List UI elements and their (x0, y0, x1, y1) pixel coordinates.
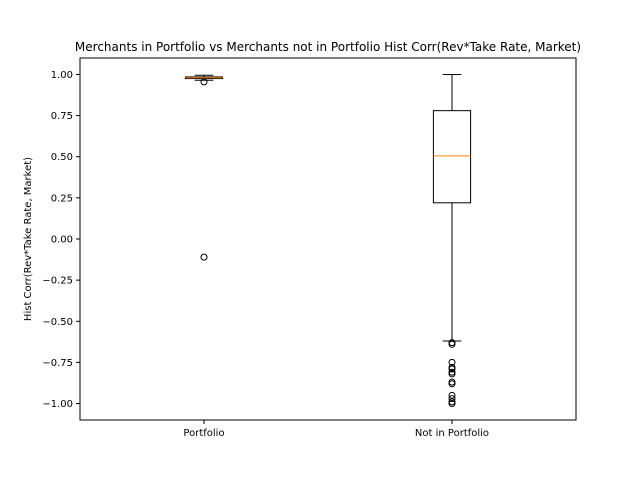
outlier-point (448, 400, 456, 408)
outlier-point (448, 380, 456, 388)
y-tick-label: 0.75 (51, 111, 73, 122)
y-tick-label: 0.00 (51, 235, 73, 246)
box-plot-portfolio (184, 74, 224, 261)
y-tick-label: 1.00 (51, 70, 73, 81)
y-tick-label: −0.50 (42, 317, 73, 328)
y-tick-label: 0.25 (51, 193, 73, 204)
plot-layer: −1.00 −0.75 −0.50 −0.25 0.00 0.25 0.50 0.75 1.00… (42, 70, 489, 439)
outlier-point (448, 395, 456, 403)
outlier-point (448, 340, 456, 348)
outlier-point (200, 253, 208, 261)
x-tick-label: Portfolio (183, 428, 224, 439)
y-axis-label: Hist Corr(Rev*Take Rate, Market) (23, 157, 34, 321)
chart-title: Merchants in Portfolio vs Merchants not … (75, 40, 581, 54)
y-tick-label: −0.25 (42, 276, 73, 287)
outlier-point (200, 78, 208, 86)
x-tick-label: Not in Portfolio (415, 428, 489, 439)
y-tick-label: 0.50 (51, 152, 73, 163)
outlier-point (448, 365, 456, 373)
outlier-point (448, 391, 456, 399)
y-tick-label: −1.00 (42, 399, 73, 410)
y-tick-label: −0.75 (42, 358, 73, 369)
box-plot-not-in-portfolio (432, 73, 472, 408)
outlier-point (448, 358, 456, 366)
plot-frame (79, 57, 577, 421)
outlier-point (448, 370, 456, 378)
iqr-box (432, 110, 472, 204)
